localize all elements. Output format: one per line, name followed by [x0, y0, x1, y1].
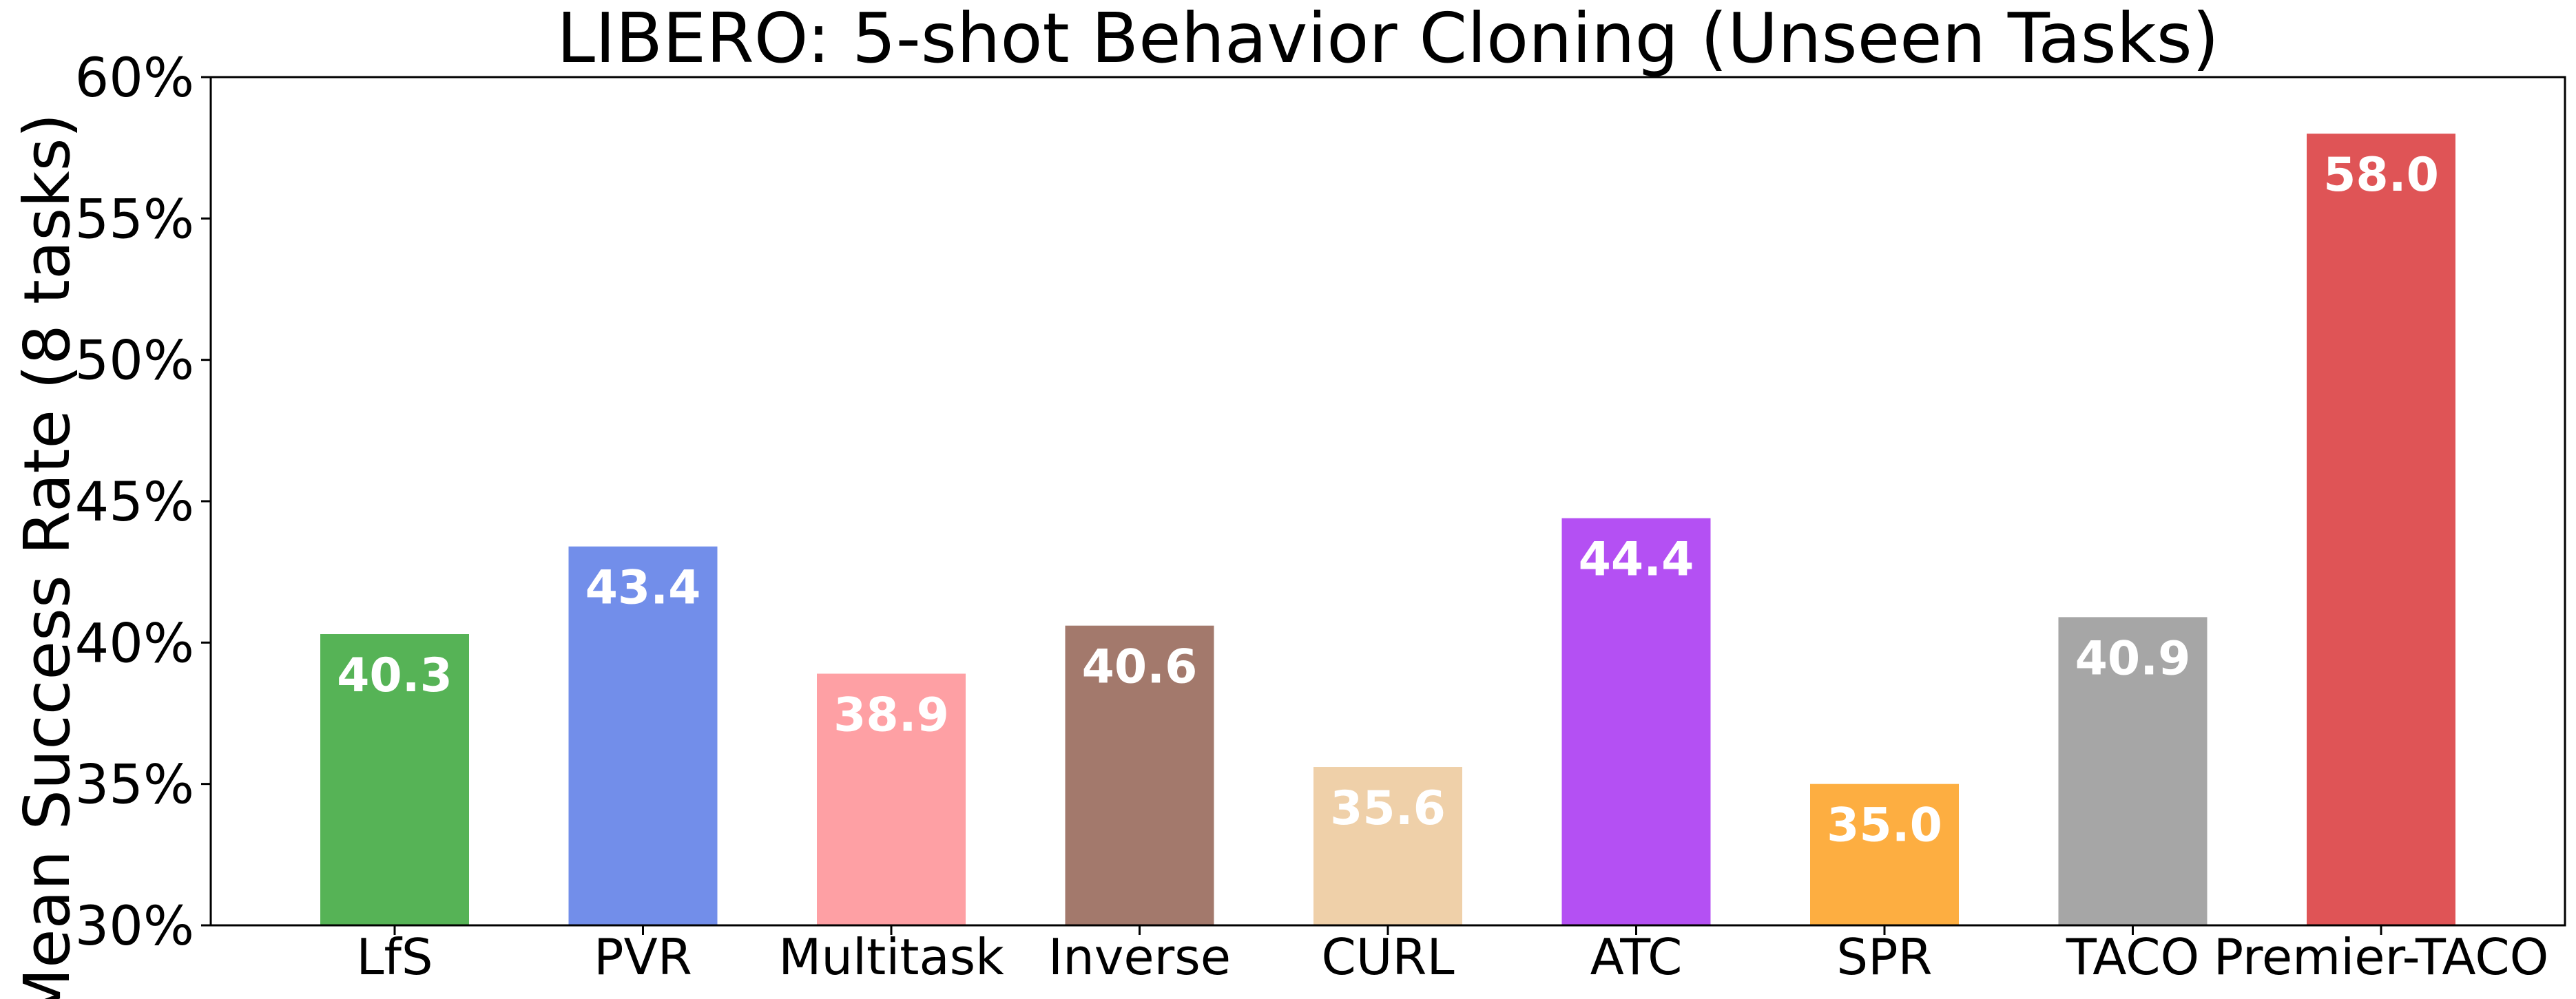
y-tick-label: 50% [75, 330, 194, 392]
x-tick-label-pvr: PVR [594, 928, 692, 986]
x-axis: LfS PVR Multitask Inverse CURL ATC SPR TACO Prem… [356, 925, 2548, 986]
y-axis-label: Mean Success Rate (8 tasks) [10, 114, 84, 999]
bar-pvr [568, 546, 718, 925]
bar-taco [2058, 617, 2208, 925]
data-label-spr: 35.0 [1827, 799, 1942, 853]
y-tick-label: 60% [75, 48, 194, 109]
x-tick-label-lfs: LfS [356, 928, 433, 986]
y-tick-label: 30% [75, 896, 194, 958]
data-label-inverse: 40.6 [1082, 640, 1198, 695]
data-label-pvr: 43.4 [585, 561, 701, 616]
bars-group [320, 134, 2455, 926]
x-tick-label-inverse: Inverse [1048, 928, 1231, 986]
x-tick-label-premier-taco: Premier-TACO [2214, 928, 2549, 986]
y-tick-label: 40% [75, 613, 194, 675]
x-tick-label-multitask: Multitask [778, 928, 1004, 986]
x-tick-label-spr: SPR [1836, 928, 1932, 986]
y-axis: 30% 35% 40% 45% 50% 55% 60% [75, 48, 211, 958]
y-tick-label: 45% [75, 472, 194, 534]
bar-curl [1313, 767, 1462, 925]
bar-atc [1561, 518, 1711, 925]
x-tick-label-taco: TACO [2066, 928, 2199, 986]
data-label-atc: 44.4 [1579, 533, 1694, 587]
bar-premier-taco [2307, 134, 2455, 926]
x-tick-label-curl: CURL [1321, 928, 1454, 986]
y-tick-label: 55% [75, 189, 194, 251]
x-tick-label-atc: ATC [1590, 928, 1683, 986]
data-label-curl: 35.6 [1330, 781, 1446, 836]
bar-inverse [1065, 625, 1214, 925]
data-label-multitask: 38.9 [833, 688, 949, 743]
bar-spr [1810, 784, 1959, 925]
bar-multitask [817, 673, 966, 925]
data-label-lfs: 40.3 [337, 649, 453, 703]
data-label-premier-taco: 58.0 [2323, 148, 2439, 202]
bar-lfs [320, 634, 469, 925]
data-label-taco: 40.9 [2075, 631, 2191, 686]
chart-title: LIBERO: 5-shot Behavior Cloning (Unseen … [557, 0, 2219, 78]
y-tick-label: 35% [75, 755, 194, 817]
data-labels-group: 40.3 43.4 38.9 40.6 35.6 44.4 35.0 40.9 58.0 [337, 148, 2439, 853]
